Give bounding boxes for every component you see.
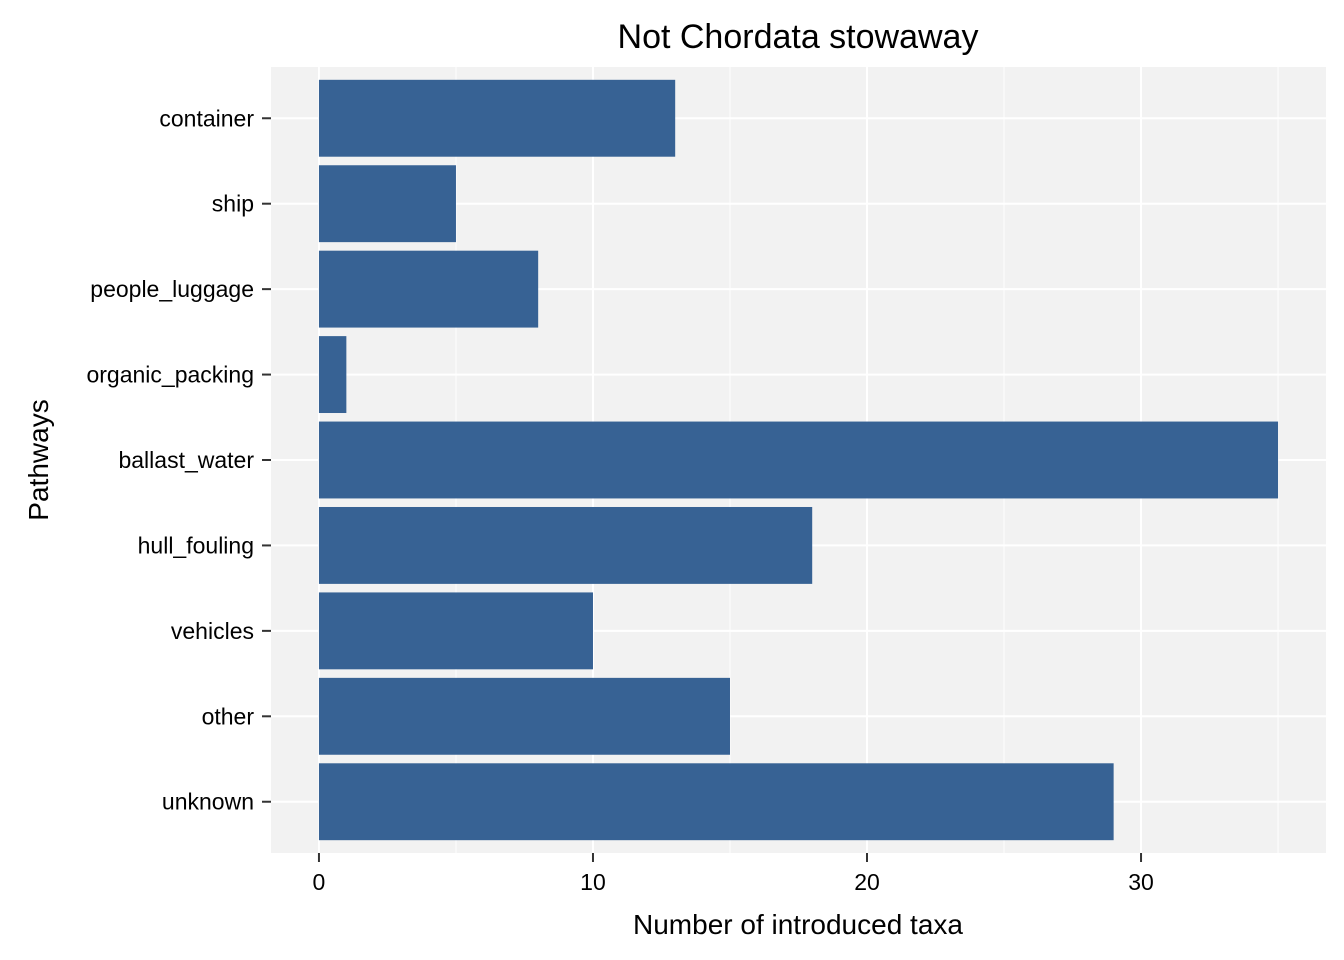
bar-container <box>318 79 676 157</box>
x-tick-label: 30 <box>1128 869 1154 895</box>
bar-people_luggage <box>318 250 539 328</box>
y-axis: container ship people_luggage organic_packi… <box>86 105 271 815</box>
x-tick-label: 0 <box>313 869 326 895</box>
x-tick-label: 10 <box>580 869 606 895</box>
bar-ballast_water <box>318 421 1279 499</box>
y-tick-label: ballast_water <box>118 447 254 473</box>
y-tick-label: ship <box>212 191 254 217</box>
bar-vehicles <box>318 592 593 670</box>
y-tick-label: unknown <box>162 789 254 815</box>
x-axis: 0 10 20 30 <box>313 853 1154 895</box>
bars <box>318 79 1279 841</box>
x-tick-label: 20 <box>854 869 880 895</box>
bar-ship <box>318 165 456 243</box>
x-axis-title: Number of introduced taxa <box>633 909 963 940</box>
bar-unknown <box>318 763 1114 841</box>
y-tick-label: hull_fouling <box>138 532 254 558</box>
bar-organic_packing <box>318 336 347 414</box>
y-tick-label: other <box>202 703 255 729</box>
y-tick-label: vehicles <box>171 618 254 644</box>
y-tick-label: organic_packing <box>86 362 254 388</box>
chart-title: Not Chordata stowaway <box>618 18 979 56</box>
y-axis-title: Pathways <box>23 399 54 520</box>
y-tick-label: people_luggage <box>90 276 254 302</box>
bar-hull_fouling <box>318 506 813 584</box>
bar-other <box>318 677 730 755</box>
y-tick-label: container <box>159 105 254 131</box>
